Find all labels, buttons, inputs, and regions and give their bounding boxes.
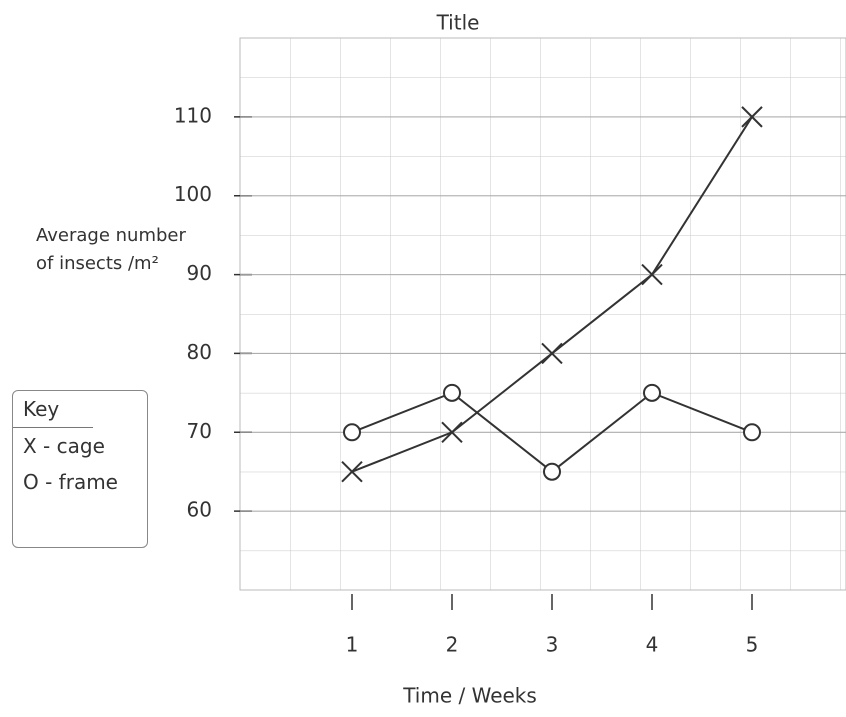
y-tick-label: 110	[174, 103, 212, 127]
y-axis-label: Average number of insects /m²	[36, 222, 186, 278]
marker-o	[444, 385, 460, 401]
x-tick-label: 2	[446, 633, 459, 657]
x-tick-label: 1	[346, 633, 359, 657]
y-tick-label: 90	[187, 261, 212, 285]
x-tick-label: 4	[646, 633, 659, 657]
marker-o	[744, 424, 760, 440]
y-tick-label: 100	[174, 182, 212, 206]
legend-entry: X - cage	[13, 428, 147, 464]
chart-title: Title	[436, 11, 480, 35]
x-tick-label: 3	[546, 633, 559, 657]
x-axis-label: Time / Weeks	[402, 684, 537, 708]
legend: Key X - cage O - frame	[12, 390, 148, 548]
y-tick-label: 70	[187, 419, 212, 443]
marker-o	[544, 464, 560, 480]
page: Title Time / Weeks 60 70 80 90 100 110 1 2 3 4 5 A…	[0, 0, 846, 717]
legend-title: Key	[13, 391, 93, 428]
chart: Title Time / Weeks 60 70 80 90 100 110 1 2 3 4 5	[0, 0, 846, 717]
marker-o	[344, 424, 360, 440]
y-tick-label: 80	[187, 340, 212, 364]
marker-o	[644, 385, 660, 401]
y-tick-label: 60	[187, 498, 212, 522]
legend-entry: O - frame	[13, 464, 147, 500]
x-tick-label: 5	[746, 633, 759, 657]
